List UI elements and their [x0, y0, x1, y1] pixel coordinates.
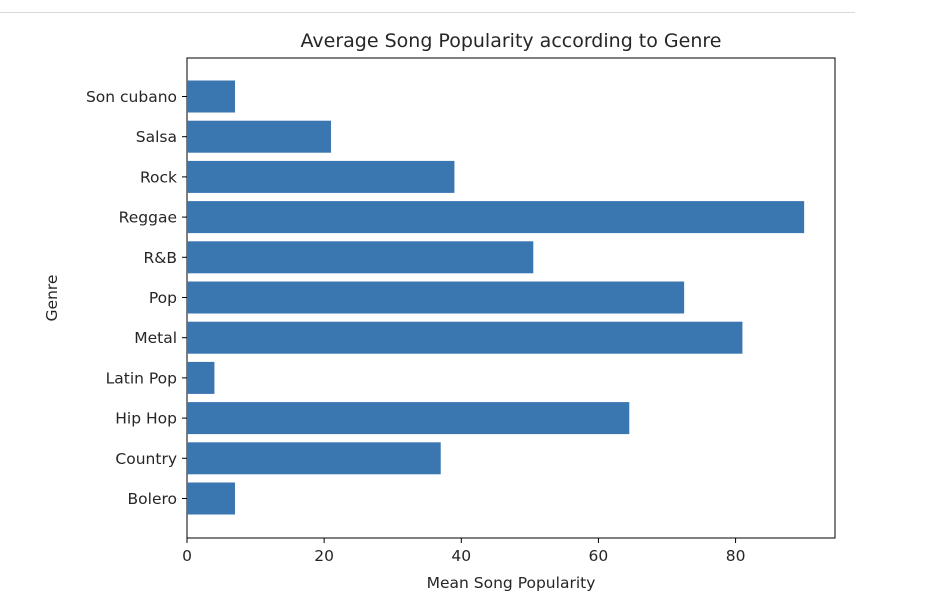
- y-axis-ticks: Bolero Country Hip Hop Latin Pop Metal Pop R&B…: [86, 88, 187, 508]
- bar-country: [187, 442, 441, 475]
- bar-group: [187, 80, 805, 515]
- bar-son-cubano: [187, 80, 235, 113]
- y-tick-label: Reggae: [119, 209, 177, 227]
- y-tick-label: Hip Hop: [115, 410, 177, 428]
- y-axis-label: Genre: [43, 275, 61, 322]
- x-tick-label: 60: [589, 547, 609, 565]
- y-tick-label: Salsa: [136, 128, 177, 146]
- x-tick-label: 0: [182, 547, 192, 565]
- x-axis-ticks: 0 20 40 60 80: [182, 538, 745, 565]
- x-tick-label: 40: [451, 547, 471, 565]
- bar-r-b: [187, 241, 534, 274]
- y-tick-label: Metal: [134, 329, 177, 347]
- y-tick-label: R&B: [144, 249, 178, 267]
- bar-metal: [187, 321, 743, 354]
- bar-salsa: [187, 120, 331, 153]
- bar-pop: [187, 281, 685, 314]
- chart-title: Average Song Popularity according to Gen…: [301, 30, 722, 52]
- x-axis-label: Mean Song Popularity: [427, 574, 596, 592]
- y-tick-label: Rock: [140, 168, 177, 186]
- bar-latin-pop: [187, 361, 215, 394]
- bar-reggae: [187, 201, 805, 234]
- x-tick-label: 80: [726, 547, 746, 565]
- y-tick-label: Country: [115, 450, 177, 468]
- notebook-cell-divider: [0, 12, 855, 13]
- bar-bolero: [187, 482, 235, 515]
- bar-hip-hop: [187, 402, 630, 435]
- y-tick-label: Latin Pop: [106, 369, 177, 387]
- y-tick-label: Bolero: [128, 490, 177, 508]
- x-tick-label: 20: [314, 547, 334, 565]
- y-tick-label: Pop: [149, 289, 177, 307]
- bar-rock: [187, 160, 455, 193]
- y-tick-label: Son cubano: [86, 88, 177, 106]
